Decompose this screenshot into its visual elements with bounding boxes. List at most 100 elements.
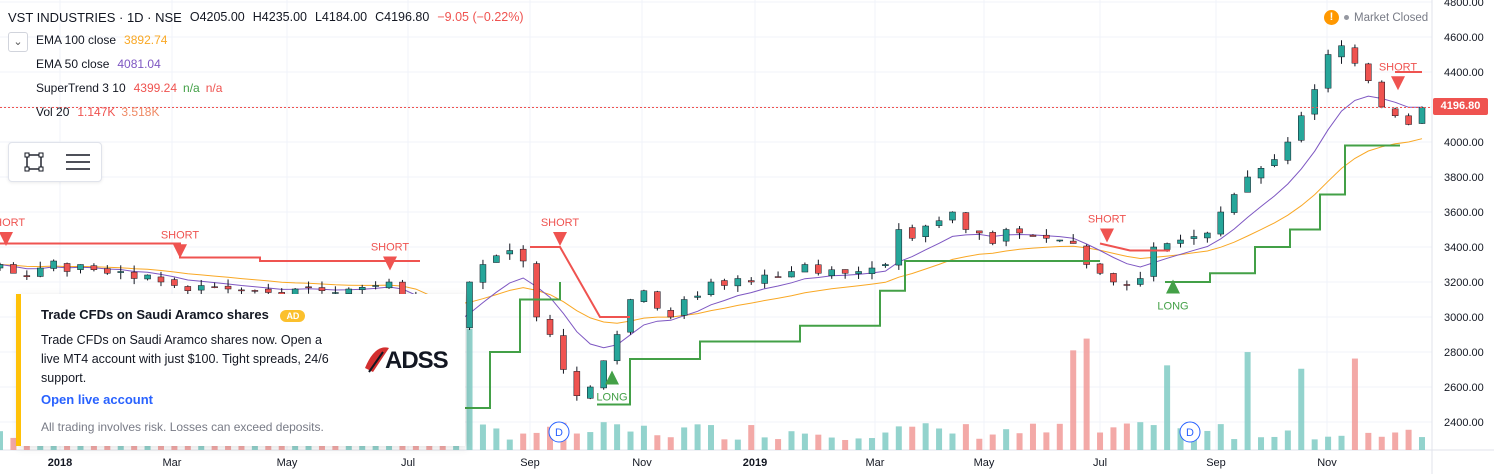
collapse-legend-button[interactable]: ⌄: [8, 32, 28, 52]
candle-body: [573, 371, 581, 396]
price-axis-label: 2400.00: [1444, 417, 1484, 429]
indicator-value: 4399.24: [133, 81, 178, 95]
candle-body: [224, 285, 232, 290]
signal-label: SHORT: [161, 229, 200, 241]
candle-body: [1365, 63, 1372, 82]
candle-body: [238, 289, 245, 292]
price-axis-label: 3200.00: [1444, 277, 1484, 289]
candle-body: [1083, 245, 1090, 265]
settings-list-button[interactable]: [59, 147, 97, 177]
candle-body: [1069, 240, 1077, 244]
adss-logo: ADSS: [365, 347, 450, 374]
candle-body: [882, 264, 889, 266]
indicator-supertrend[interactable]: SuperTrend 3 10 4399.24 n/a n/a: [8, 76, 524, 100]
supertrend-down-line: [0, 242, 420, 262]
supertrend-up-line: [1165, 144, 1400, 283]
short-signal-marker: [0, 232, 13, 246]
candle-body: [801, 264, 809, 273]
volume-bar: [1110, 427, 1117, 450]
ema50-line: [0, 95, 1422, 349]
volume-bar: [828, 437, 835, 450]
candle-body: [1298, 115, 1305, 141]
volume-bar: [775, 439, 782, 450]
chart-legend: VST INDUSTRIES · 1D · NSE O4205.00 H4235…: [8, 6, 524, 124]
candle-body: [1016, 228, 1023, 234]
candle-body: [265, 288, 272, 293]
candle-body: [10, 264, 17, 274]
indicator-value: 4081.04: [117, 57, 161, 71]
indicator-ema100[interactable]: EMA 100 close 3892.74: [8, 28, 524, 52]
indicator-volume[interactable]: Vol 20 1.147K 3.518K: [8, 100, 524, 124]
volume-bar: [1123, 423, 1130, 450]
volume-bar: [627, 431, 634, 450]
symbol-title[interactable]: VST INDUSTRIES · 1D · NSE: [8, 9, 182, 25]
supertrend-down-line: [1099, 242, 1170, 252]
candle-body: [1257, 168, 1265, 179]
candle-body: [144, 274, 151, 280]
volume-bar: [1097, 432, 1104, 450]
signal-label: SHORT: [1379, 61, 1418, 73]
volume-bar: [1351, 358, 1358, 450]
candle-body: [1230, 194, 1238, 213]
price-axis-label: 2600.00: [1444, 382, 1484, 394]
candle-body: [774, 276, 782, 278]
candle-body: [1271, 159, 1278, 166]
price-axis-label: 4800.00: [1444, 0, 1484, 9]
supertrend-up-line: [597, 260, 1100, 406]
ad-disclaimer: All trading involves risk. Losses can ex…: [41, 420, 324, 434]
high-value: H4235.00: [252, 10, 307, 24]
time-axis-label: Jul: [1093, 457, 1107, 469]
volume-bar: [1056, 423, 1063, 450]
candle-body: [1324, 54, 1332, 89]
candle-body: [0, 264, 4, 269]
signal-label: SHORT: [371, 242, 410, 254]
market-status[interactable]: ! Market Closed: [1324, 10, 1428, 25]
candle-body: [1002, 229, 1010, 242]
signal-label: LONG: [596, 392, 627, 404]
indicator-value-2: n/a: [183, 81, 200, 95]
candle-body: [358, 287, 366, 291]
signal-label: SHORT: [1088, 214, 1127, 226]
volume-bar: [1378, 436, 1385, 450]
ema100-line: [0, 138, 1423, 324]
candle-body: [1096, 263, 1104, 274]
candle-body: [976, 230, 983, 234]
candle-body: [1137, 278, 1144, 285]
volume-bar: [882, 432, 889, 450]
candle-body: [63, 263, 71, 272]
ad-title: Trade CFDs on Saudi Aramco shares AD: [41, 307, 306, 322]
volume-bar: [1070, 350, 1077, 450]
candle-body: [828, 269, 835, 276]
candle-body: [23, 275, 31, 278]
time-axis-label: May: [277, 457, 298, 469]
candle-body: [613, 334, 621, 362]
volume-bar: [1016, 433, 1023, 450]
indicator-name: EMA 100 close: [36, 33, 117, 47]
volume-bar: [1392, 432, 1399, 450]
open-live-account-link[interactable]: Open live account: [41, 392, 153, 407]
rectangle-tool-button[interactable]: [15, 147, 53, 177]
volume-bar: [573, 433, 580, 450]
candle-body: [546, 319, 554, 335]
indicator-value-2: 3.518K: [121, 105, 160, 119]
long-signal-marker: [1166, 279, 1180, 294]
ad-panel[interactable]: Trade CFDs on Saudi Aramco shares AD Tra…: [16, 294, 465, 446]
time-axis-label: Nov: [1317, 457, 1337, 469]
candle-body: [962, 212, 970, 230]
candle-body: [560, 335, 567, 370]
candle-body: [318, 287, 326, 291]
candle-body: [479, 264, 487, 283]
price-axis-label: 3000.00: [1444, 312, 1484, 324]
warning-icon: !: [1324, 10, 1339, 25]
open-value: O4205.00: [189, 10, 245, 24]
candle-body: [694, 295, 701, 298]
candle-body: [680, 299, 688, 316]
time-axis-label: Nov: [632, 457, 652, 469]
candle-body: [533, 263, 540, 318]
indicator-ema50[interactable]: EMA 50 close 4081.04: [8, 52, 524, 76]
candle-body: [50, 260, 57, 269]
short-signal-marker: [1100, 228, 1114, 243]
volume-bar: [1043, 432, 1050, 450]
candle-body: [506, 250, 514, 255]
candle-body: [868, 267, 876, 274]
